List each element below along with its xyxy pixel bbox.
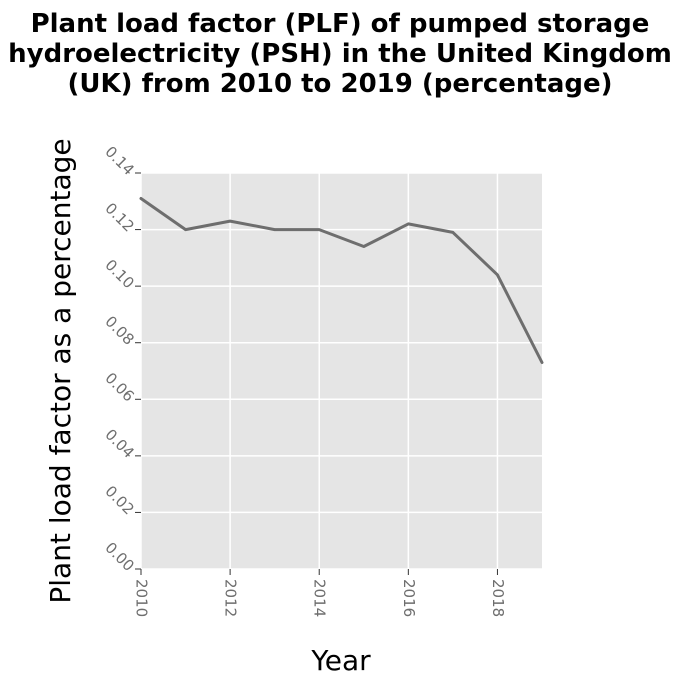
x-tick-label: 2018	[489, 579, 507, 617]
x-tick-label: 2010	[133, 579, 151, 617]
x-tick-label: 2012	[222, 579, 240, 617]
grid-lines	[140, 172, 542, 570]
y-tick-label: 0.00	[101, 539, 137, 575]
chart-title-line-2: hydroelectricity (PSH) in the United Kin…	[8, 39, 672, 69]
x-tick-label: 2016	[400, 579, 418, 617]
y-tick-label: 0.08	[101, 312, 137, 348]
x-tick-label: 2014	[311, 579, 329, 617]
chart-title-line-3: (UK) from 2010 to 2019 (percentage)	[68, 69, 613, 99]
chart-title-line-1: Plant load factor (PLF) of pumped storag…	[31, 9, 650, 39]
y-tick-label: 0.14	[101, 143, 137, 179]
x-axis-label: Year	[310, 644, 371, 677]
axis-ticks	[135, 172, 498, 575]
y-tick-label: 0.10	[101, 256, 137, 292]
series-line	[139, 197, 544, 364]
y-axis-label: Plant load factor as a percentage	[44, 138, 77, 603]
y-tick-label: 0.04	[101, 426, 137, 462]
y-tick-label: 0.12	[101, 199, 137, 235]
plot-area	[141, 173, 542, 569]
y-tick-label: 0.02	[101, 482, 137, 518]
y-tick-label: 0.06	[101, 369, 137, 405]
